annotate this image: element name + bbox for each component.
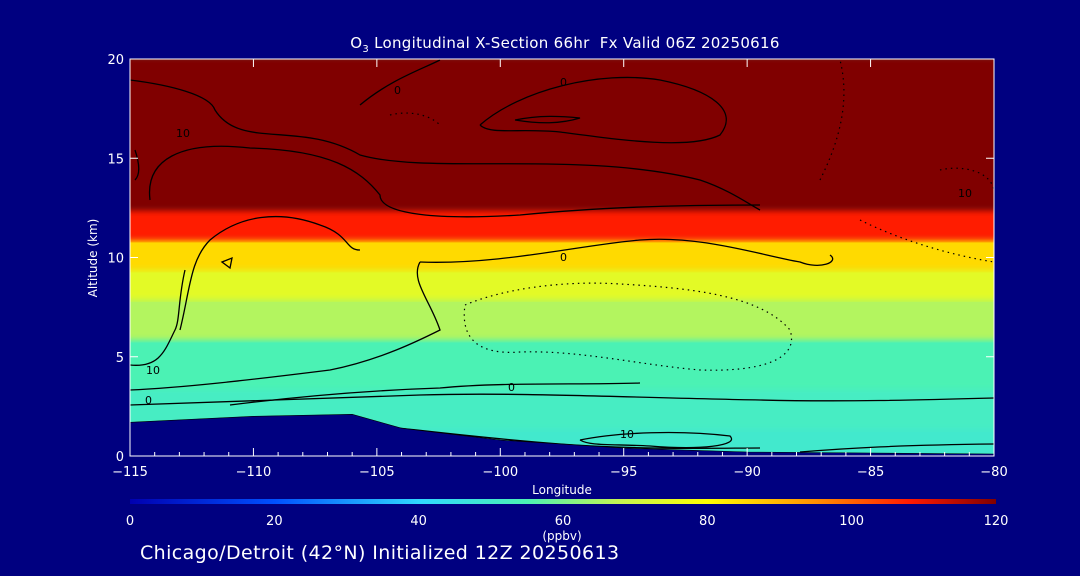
- chart-title: O3 Longitudinal X-Section 66hr Fx Valid …: [0, 34, 1080, 55]
- title-subscript: 3: [362, 44, 370, 55]
- contour-line: [514, 115, 581, 124]
- title-rest: Longitudinal X-Section 66hr Fx Valid 06Z…: [369, 34, 780, 52]
- colorbar-tick-label: 0: [126, 514, 134, 529]
- contour-line: [819, 59, 845, 181]
- contour-line: [419, 238, 834, 266]
- contour-label: 10: [620, 428, 634, 441]
- contour-line: [134, 149, 140, 181]
- contour-line: [229, 382, 641, 406]
- x-axis: −115 −110 −105 −100 −95 −90 −85 −80: [112, 59, 1008, 480]
- dotted-contours: [389, 59, 994, 371]
- contour-label: 0: [508, 381, 515, 394]
- x-tick-label: −100: [482, 465, 518, 480]
- x-tick-label: −110: [236, 465, 272, 480]
- contour-label: 10: [146, 364, 160, 377]
- y-tick-label: 20: [107, 53, 124, 68]
- colorbar-tick-label: 100: [839, 514, 864, 529]
- title-prefix: O: [350, 34, 363, 52]
- x-tick-label: −115: [112, 465, 148, 480]
- contour-line: [479, 76, 727, 144]
- colorbar-unit-label: (ppbv): [542, 529, 581, 543]
- colorbar-tick-label: 20: [266, 514, 283, 529]
- colorbar-tick-label: 40: [410, 514, 427, 529]
- contour-line: [579, 431, 733, 449]
- contour-line: [463, 282, 793, 371]
- plot-area: [130, 59, 994, 456]
- contour-line: [939, 167, 994, 191]
- contour-line: [130, 79, 761, 211]
- x-axis-label: Longitude: [532, 483, 592, 497]
- contour-labels: 10 0 0 10 0 0 10 0 10: [145, 76, 972, 441]
- x-tick-label: −105: [359, 465, 395, 480]
- contour-line: [130, 269, 186, 366]
- contour-line: [389, 112, 441, 126]
- contour-line: [359, 59, 441, 106]
- colorbar-tick-label: 60: [555, 514, 572, 529]
- contour-line: [179, 216, 361, 331]
- contour-label: 10: [958, 187, 972, 200]
- contour-line: [799, 443, 994, 453]
- terrain-mask: [130, 413, 994, 456]
- contour-line: [130, 261, 441, 391]
- contour-label: 0: [394, 84, 401, 97]
- y-axis: 0 5 10 15 20: [107, 53, 994, 465]
- x-tick-label: −95: [610, 465, 637, 480]
- colorbar-tick-label: 120: [984, 514, 1009, 529]
- y-tick-label: 5: [116, 351, 124, 366]
- ozone-field: [130, 59, 994, 456]
- contour-label: 0: [560, 76, 567, 89]
- location-init-label: Chicago/Detroit (42°N) Initialized 12Z 2…: [140, 542, 620, 564]
- ozone-band: [130, 294, 994, 340]
- x-tick-label: −90: [733, 465, 760, 480]
- colorbar: [130, 499, 996, 504]
- contour-line: [220, 256, 233, 270]
- contour-label: 10: [176, 127, 190, 140]
- y-tick-label: 10: [107, 252, 124, 267]
- y-axis-label: Altitude (km): [86, 219, 100, 298]
- colorbar-ticks: 0 20 40 60 80 100 120: [126, 514, 1009, 529]
- ozone-band: [130, 333, 994, 390]
- contour-line: [148, 145, 761, 218]
- colorbar-tick-label: 80: [699, 514, 716, 529]
- contour-label: 0: [145, 394, 152, 407]
- x-tick-label: −80: [980, 465, 1007, 480]
- contour-label: 0: [560, 251, 567, 264]
- x-tick-label: −85: [857, 465, 884, 480]
- y-tick-label: 15: [107, 152, 124, 167]
- y-tick-label: 0: [116, 450, 124, 465]
